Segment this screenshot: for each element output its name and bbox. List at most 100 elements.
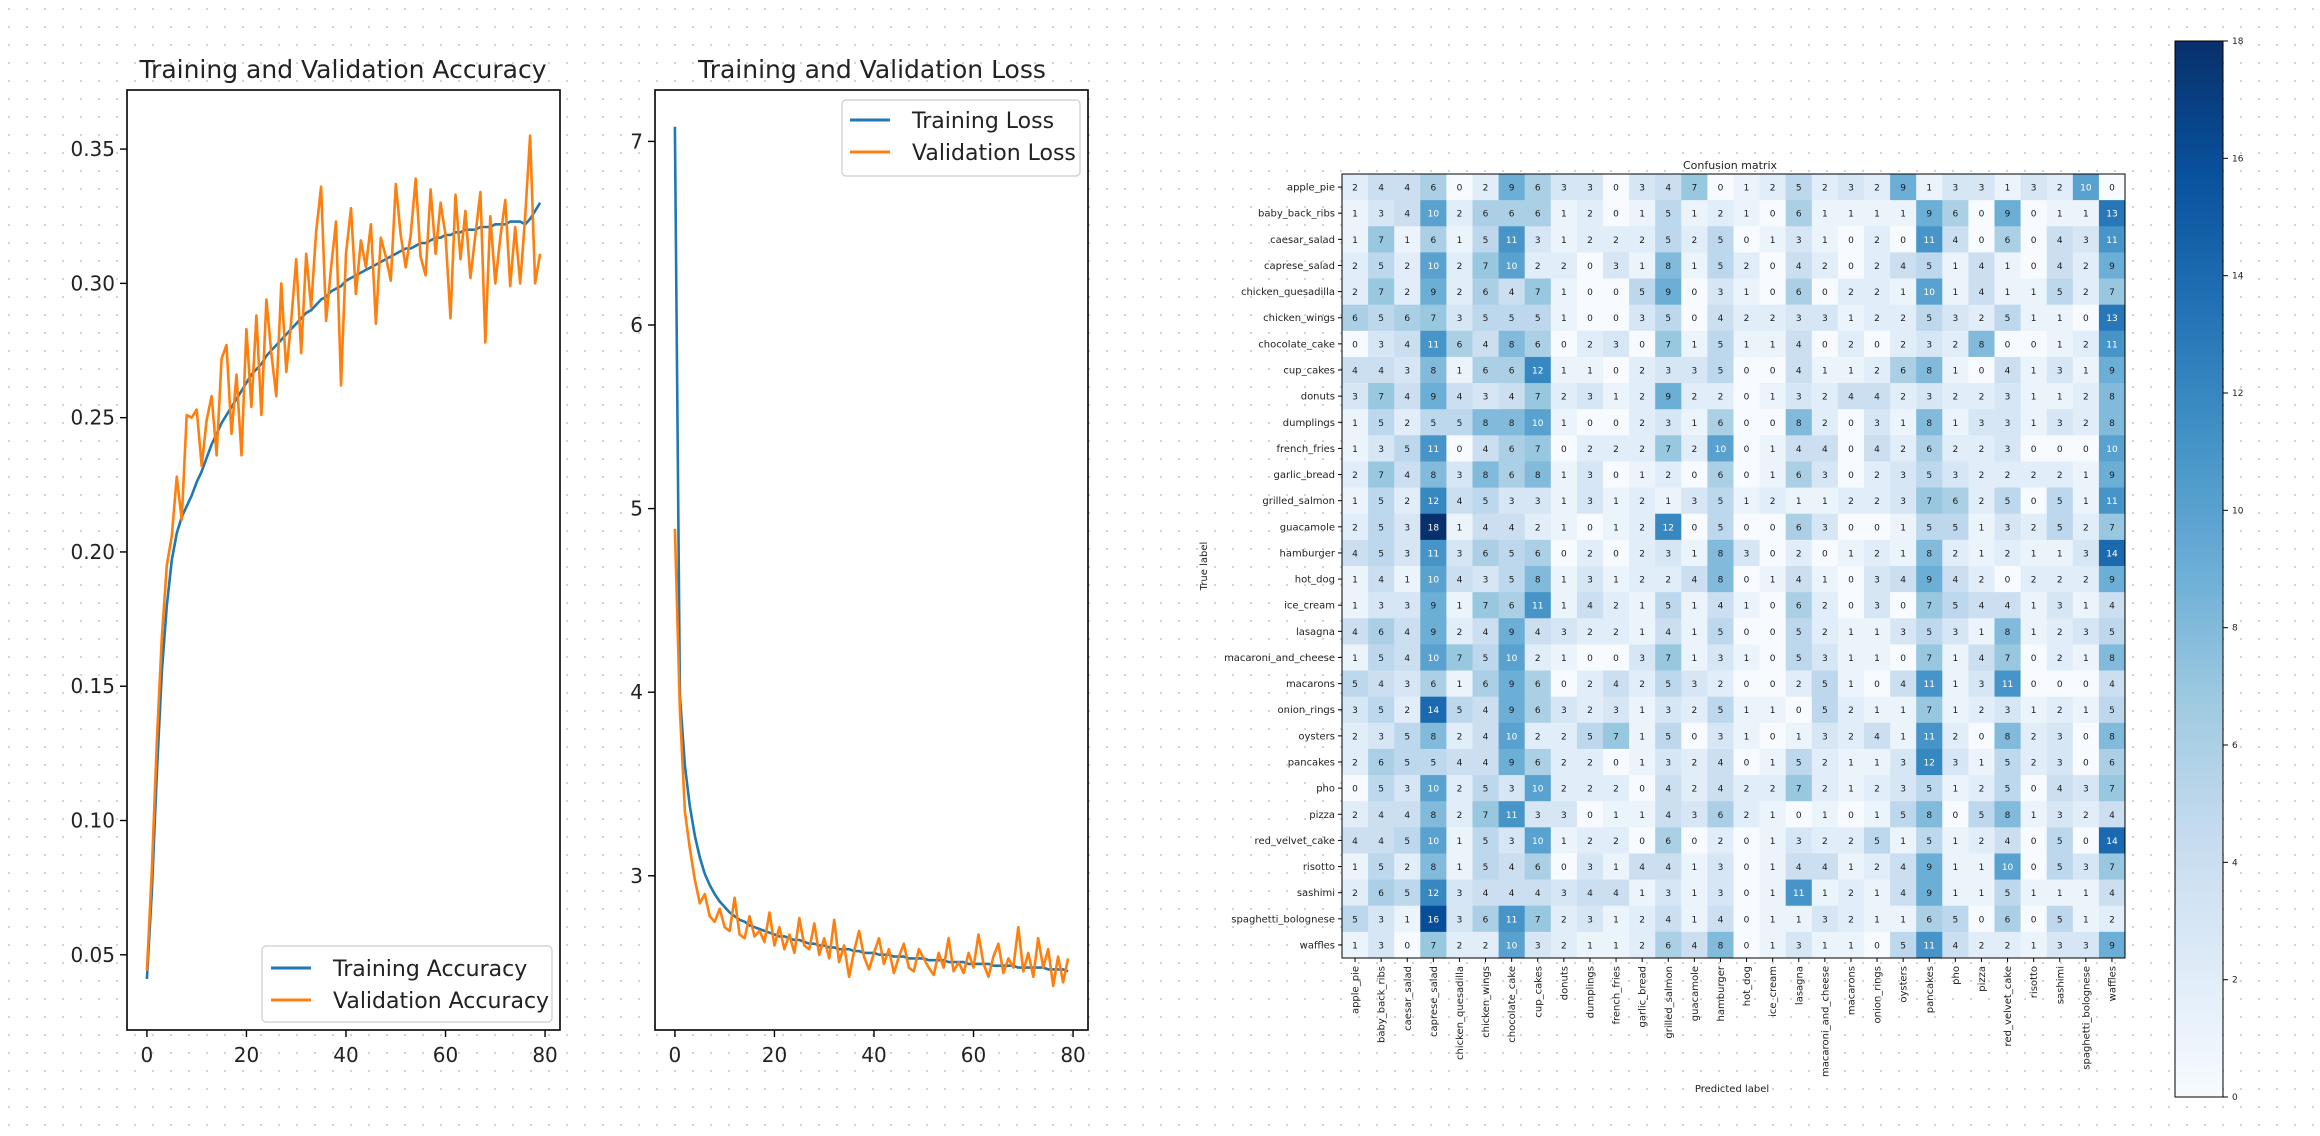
matrix-cell-value: 3 [1404,785,1410,795]
matrix-cell [1811,278,1839,306]
matrix-cell-value: 0 [2031,915,2037,925]
matrix-cell-value: 3 [1718,889,1724,899]
matrix-cell [1994,200,2021,227]
matrix-cell-value: 1 [2057,889,2063,899]
matrix-cell-value: 3 [1535,497,1541,507]
matrix-cell [1550,409,1578,436]
matrix-cell-value: 2 [1352,262,1358,272]
matrix-cell-value: 1 [1457,367,1463,377]
matrix-cell [1994,226,2021,253]
matrix-cell [1759,775,1787,802]
matrix-cell [2046,670,2074,698]
matrix-cell-value: 4 [1404,654,1410,664]
matrix-cell-value: 6 [1483,288,1489,298]
matrix-cell [2098,722,2126,750]
matrix-cell [1420,879,1447,907]
matrix-cell-value: 2 [2083,393,2089,403]
accuracy-x-axis: 0 20 40 60 80 [141,1030,558,1067]
matrix-cell-value: 4 [1613,680,1619,690]
matrix-cell [1968,330,1995,358]
matrix-cell [1342,931,1369,959]
matrix-cell [1759,356,1787,384]
matrix-cell-value: 2 [2031,523,2037,533]
matrix-cell-value: 0 [1744,889,1750,899]
matrix-cell [1890,670,1917,698]
matrix-cell [1707,670,1734,698]
matrix-cell [1420,827,1447,854]
matrix-cell [2046,905,2074,933]
matrix-cell [2020,879,2048,907]
matrix-cell [2020,722,2048,750]
matrix-cell [1942,461,1969,488]
matrix-cell [1550,539,1578,567]
matrix-cell-value: 2 [1874,367,1880,377]
accuracy-y-tick-label: 0.10 [70,809,115,833]
matrix-cell-value: 0 [2083,759,2089,769]
matrix-cell-value: 0 [1770,602,1776,612]
matrix-cell-value: 4 [2109,889,2115,899]
matrix-cell-value: 0 [1587,288,1593,298]
matrix-cell-value: 0 [1770,210,1776,220]
matrix-cell [1576,200,1604,227]
matrix-cell-value: 3 [1796,941,1802,951]
matrix-cell [1524,905,1552,933]
matrix-cell [1916,827,1943,854]
matrix-cell [1394,618,1421,645]
matrix-cell [1994,252,2021,279]
matrix-cell [1785,409,1813,436]
matrix-cell-value: 5 [1718,497,1724,507]
matrix-cell-value: 2 [1770,497,1776,507]
matrix-cell [1916,539,1943,567]
matrix-cell [1629,513,1656,541]
matrix-cell [1498,278,1526,306]
matrix-cell [2046,879,2074,907]
matrix-row-label: chocolate_cake [1258,339,1335,350]
matrix-cell-value: 6 [1796,523,1802,533]
matrix-cell-value: 1 [1900,419,1906,429]
matrix-cell-value: 3 [1509,497,1515,507]
matrix-cell [1498,174,1526,201]
matrix-cell [1837,931,1865,959]
matrix-cell-value: 1 [1874,759,1880,769]
matrix-cell [1785,383,1813,410]
matrix-cell [2098,513,2126,541]
matrix-cell [1655,487,1682,515]
matrix-cell-value: 4 [1900,863,1906,873]
matrix-cell-value: 3 [1561,184,1567,194]
matrix-cell-value: 1 [1848,785,1854,795]
loss-y-tick-label: 3 [630,864,643,888]
matrix-cell [2046,592,2074,619]
matrix-cell [2020,931,2048,959]
matrix-cell-value: 7 [1483,262,1489,272]
matrix-cell [1968,853,1995,880]
matrix-cell-value: 6 [1952,210,1958,220]
matrix-cell [1942,252,1969,279]
matrix-cell [1629,174,1656,201]
matrix-cell [1864,435,1891,462]
matrix-cell-value: 0 [1796,706,1802,716]
matrix-cell-value: 1 [1900,210,1906,220]
matrix-cell-value: 6 [1378,759,1384,769]
matrix-cell-value: 5 [2005,314,2011,324]
matrix-cell-value: 6 [1535,549,1541,559]
matrix-cell [1655,722,1682,750]
matrix-cell-value: 2 [1613,837,1619,847]
matrix-cell-value: 12 [1532,367,1543,377]
matrix-cell [1681,174,1708,201]
matrix-cell-value: 0 [1639,837,1645,847]
matrix-cell-value: 3 [1587,471,1593,481]
matrix-cell-value: 3 [1561,811,1567,821]
matrix-cell-value: 2 [1639,549,1645,559]
matrix-cell-value: 3 [1796,837,1802,847]
matrix-cell [2020,252,2048,279]
matrix-cell-value: 7 [2109,785,2115,795]
matrix-cell [2020,278,2048,306]
matrix-cell-value: 16 [1428,915,1440,925]
matrix-cell-value: 0 [1770,288,1776,298]
matrix-cell [1837,722,1865,750]
matrix-cell [1707,435,1734,462]
matrix-cell [1707,931,1734,959]
matrix-cell-value: 0 [1691,732,1697,742]
matrix-cell-value: 0 [1979,236,1985,246]
